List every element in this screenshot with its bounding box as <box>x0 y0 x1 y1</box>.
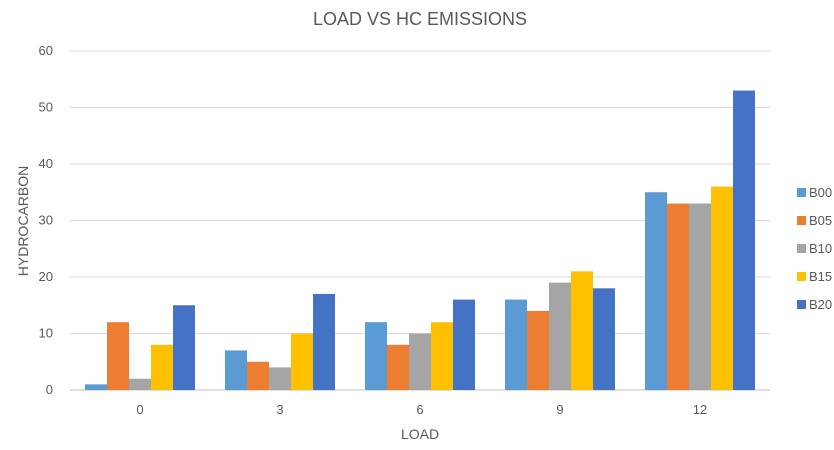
bar-b00-3 <box>225 350 247 390</box>
bar-b05-12 <box>667 203 689 390</box>
bar-b05-0 <box>107 322 129 390</box>
legend-label-b00: B00 <box>809 185 832 200</box>
legend-swatch-b20 <box>797 300 806 309</box>
bar-b20-12 <box>733 90 755 391</box>
bar-b10-3 <box>269 367 291 390</box>
x-tick-label: 3 <box>276 402 283 417</box>
legend-swatch-b05 <box>797 216 806 225</box>
bars <box>85 90 755 391</box>
bar-b05-3 <box>247 361 269 390</box>
chart-title: LOAD VS HC EMISSIONS <box>313 9 527 29</box>
legend: B00 B05 B10 B15 B20 <box>797 185 832 312</box>
legend-swatch-b15 <box>797 272 806 281</box>
legend-label-b10: B10 <box>809 241 832 256</box>
bar-b00-0 <box>85 384 107 390</box>
legend-label-b15: B15 <box>809 269 832 284</box>
bar-b20-0 <box>173 305 195 390</box>
y-tick-label: 60 <box>39 43 53 58</box>
bar-b05-6 <box>387 344 409 390</box>
bar-b10-0 <box>129 378 151 390</box>
bar-b00-9 <box>505 299 527 390</box>
y-tick-label: 0 <box>46 382 53 397</box>
y-tick-label: 50 <box>39 100 53 115</box>
bar-b20-3 <box>313 293 335 390</box>
bar-b15-0 <box>151 344 173 390</box>
x-tick-label: 6 <box>416 402 423 417</box>
bar-b10-6 <box>409 333 431 390</box>
bar-b10-9 <box>549 282 571 390</box>
bar-b00-12 <box>645 192 667 390</box>
bar-b20-9 <box>593 288 615 390</box>
legend-label-b20: B20 <box>809 297 832 312</box>
x-axis-label: LOAD <box>401 426 439 442</box>
bar-b15-9 <box>571 271 593 390</box>
legend-label-b05: B05 <box>809 213 832 228</box>
bar-b00-6 <box>365 322 387 390</box>
bar-b15-12 <box>711 186 733 390</box>
legend-swatch-b10 <box>797 244 806 253</box>
bar-b20-6 <box>453 299 475 390</box>
x-tick-label: 0 <box>136 402 143 417</box>
y-axis-label: HYDROCARBON <box>15 166 31 276</box>
bar-b15-6 <box>431 322 453 390</box>
legend-swatch-b00 <box>797 188 806 197</box>
bar-b10-12 <box>689 203 711 390</box>
x-tick-label: 12 <box>693 402 707 417</box>
y-tick-label: 10 <box>39 326 53 341</box>
y-tick-label: 20 <box>39 269 53 284</box>
bar-b15-3 <box>291 333 313 390</box>
y-axis-ticks: 0 10 20 30 40 50 60 <box>39 43 53 397</box>
x-tick-label: 9 <box>556 402 563 417</box>
y-tick-label: 40 <box>39 156 53 171</box>
bar-b05-9 <box>527 310 549 390</box>
y-tick-label: 30 <box>39 213 53 228</box>
x-axis-ticks: 0 3 6 9 12 <box>136 402 707 417</box>
